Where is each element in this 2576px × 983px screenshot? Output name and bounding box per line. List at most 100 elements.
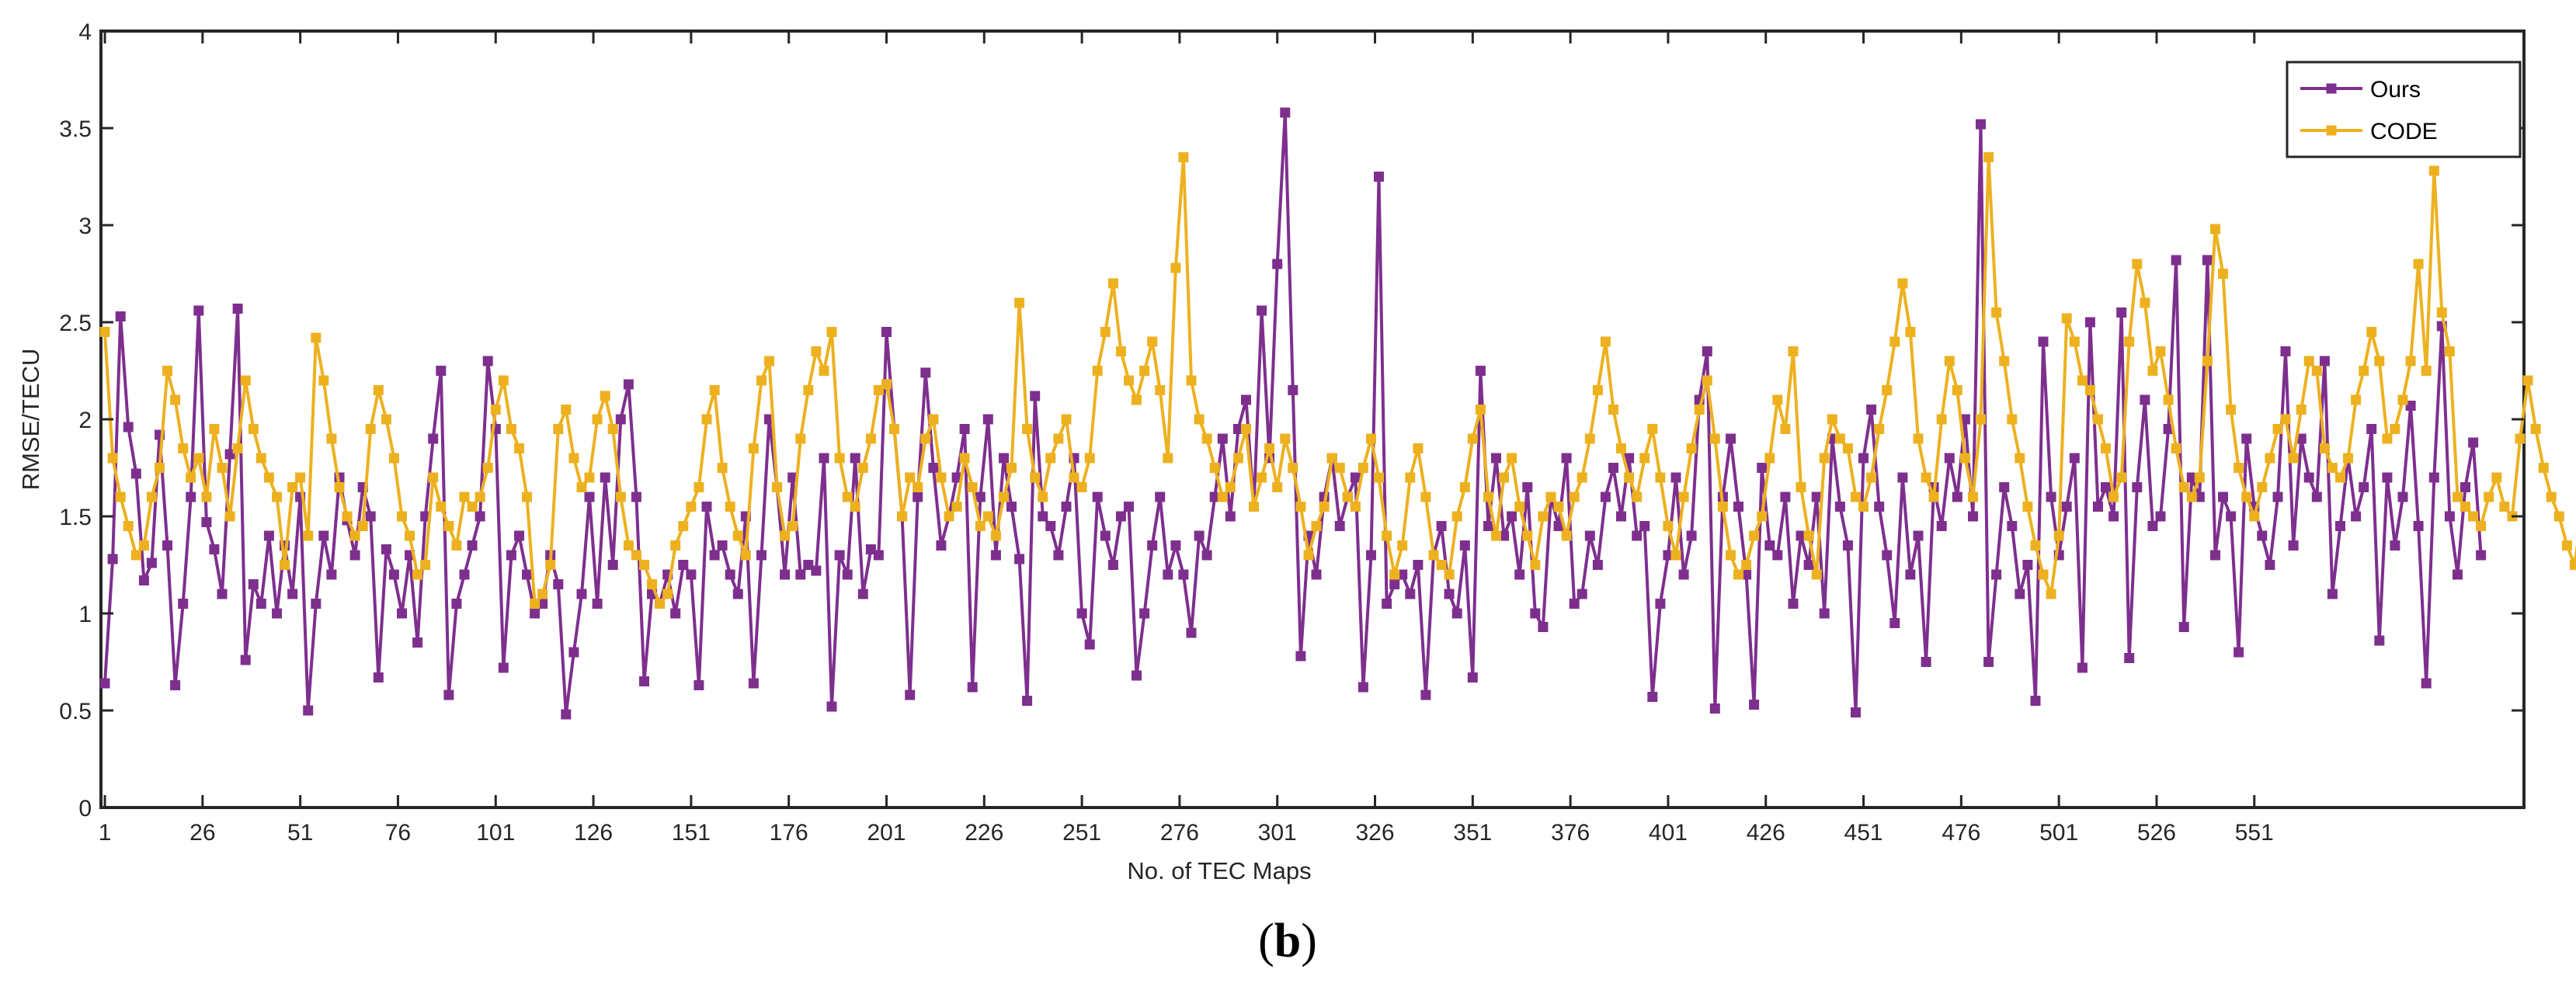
data-point-code [130, 550, 141, 561]
data-point-code [631, 550, 641, 561]
data-point-code [2093, 414, 2103, 425]
data-point-code [334, 482, 345, 492]
data-point-ours [436, 366, 447, 376]
data-point-code [1107, 278, 1118, 289]
data-point-code [1944, 356, 1955, 366]
data-point-code [2116, 472, 2127, 483]
data-point-ours [1882, 550, 1893, 561]
data-point-code [944, 511, 954, 522]
data-point-code [405, 530, 415, 541]
data-point-code [756, 375, 767, 386]
data-point-code [490, 405, 501, 415]
data-point-code [920, 433, 931, 444]
data-point-code [443, 521, 454, 531]
data-point-code [436, 502, 447, 512]
data-point-ours [248, 579, 259, 589]
data-point-ours [2280, 346, 2291, 356]
data-point-ours [811, 565, 822, 576]
data-point-ours [975, 492, 986, 502]
data-point-code [732, 530, 743, 541]
data-point-ours [201, 517, 212, 527]
data-point-ours [1483, 521, 1493, 531]
data-point-ours [303, 705, 314, 716]
y-tick-label: 3.5 [59, 116, 92, 142]
data-point-ours [1780, 492, 1791, 502]
x-tick-label: 526 [2137, 820, 2176, 846]
data-point-ours [1889, 618, 1900, 628]
data-point-code [1014, 297, 1025, 308]
data-point-code [1577, 472, 1587, 483]
data-point-code [1811, 569, 1822, 580]
data-point-code [2553, 511, 2564, 522]
data-point-ours [2468, 437, 2479, 448]
x-tick-label: 501 [2039, 820, 2078, 846]
data-point-code [2186, 492, 2197, 502]
data-point-code [1030, 472, 1041, 483]
data-point-code [865, 433, 876, 444]
data-point-code [1053, 433, 1064, 444]
data-point-code [748, 443, 759, 453]
data-point-code [2022, 502, 2033, 512]
data-point-code [1757, 511, 1768, 522]
data-point-code [530, 599, 541, 609]
data-point-code [240, 375, 251, 386]
data-point-code [545, 560, 556, 570]
data-point-ours [1209, 492, 1220, 502]
data-point-code [1514, 502, 1525, 512]
y-tick-label: 1 [78, 602, 92, 627]
data-point-ours [1358, 682, 1368, 693]
data-point-ours [217, 589, 228, 599]
data-point-code [1976, 414, 1986, 425]
data-point-code [2359, 366, 2369, 376]
data-point-code [2171, 443, 2181, 453]
data-point-ours [1014, 554, 1025, 564]
data-point-code [1483, 492, 1493, 502]
data-point-ours [162, 540, 172, 551]
data-point-code [1866, 472, 1877, 483]
data-point-code [1115, 346, 1126, 356]
data-point-code [1382, 530, 1392, 541]
data-point-code [1561, 530, 1572, 541]
data-point-ours [1163, 569, 1173, 580]
data-point-ours [1507, 511, 1517, 522]
data-point-ours [522, 569, 532, 580]
caption-close-paren: ) [1301, 915, 1317, 967]
data-point-code [1241, 424, 1251, 434]
data-point-code [412, 569, 423, 580]
data-point-code [842, 492, 853, 502]
data-point-ours [381, 544, 391, 554]
data-point-code [2194, 472, 2205, 483]
data-point-code [186, 472, 196, 483]
data-point-ours [1991, 569, 2002, 580]
data-point-ours [913, 492, 923, 502]
data-point-code [2210, 224, 2220, 234]
data-point-ours [2038, 336, 2049, 347]
data-point-code [2280, 414, 2291, 425]
data-point-ours [615, 414, 626, 425]
data-point-code [2053, 530, 2064, 541]
series-code [99, 152, 2576, 609]
x-tick-label: 326 [1355, 820, 1394, 846]
data-point-ours [209, 544, 220, 554]
data-point-ours [99, 678, 110, 689]
x-axis-title: No. of TEC Maps [1127, 857, 1311, 884]
data-point-ours [1374, 172, 1384, 182]
data-point-code [694, 482, 704, 492]
data-point-ours [2319, 356, 2330, 366]
data-point-ours [1061, 502, 1072, 512]
data-point-code [607, 424, 618, 434]
data-point-code [1428, 550, 1439, 561]
data-point-code [2484, 492, 2494, 502]
data-point-code [1459, 482, 1470, 492]
data-point-code [553, 424, 564, 434]
data-point-code [709, 385, 720, 395]
data-point-ours [787, 472, 798, 483]
data-point-code [1194, 414, 1205, 425]
data-point-code [701, 414, 712, 425]
data-point-code [1624, 472, 1635, 483]
data-point-code [967, 482, 978, 492]
data-point-code [1780, 424, 1791, 434]
data-point-code [123, 521, 134, 531]
data-point-code [1803, 530, 1814, 541]
data-point-code [170, 394, 181, 405]
